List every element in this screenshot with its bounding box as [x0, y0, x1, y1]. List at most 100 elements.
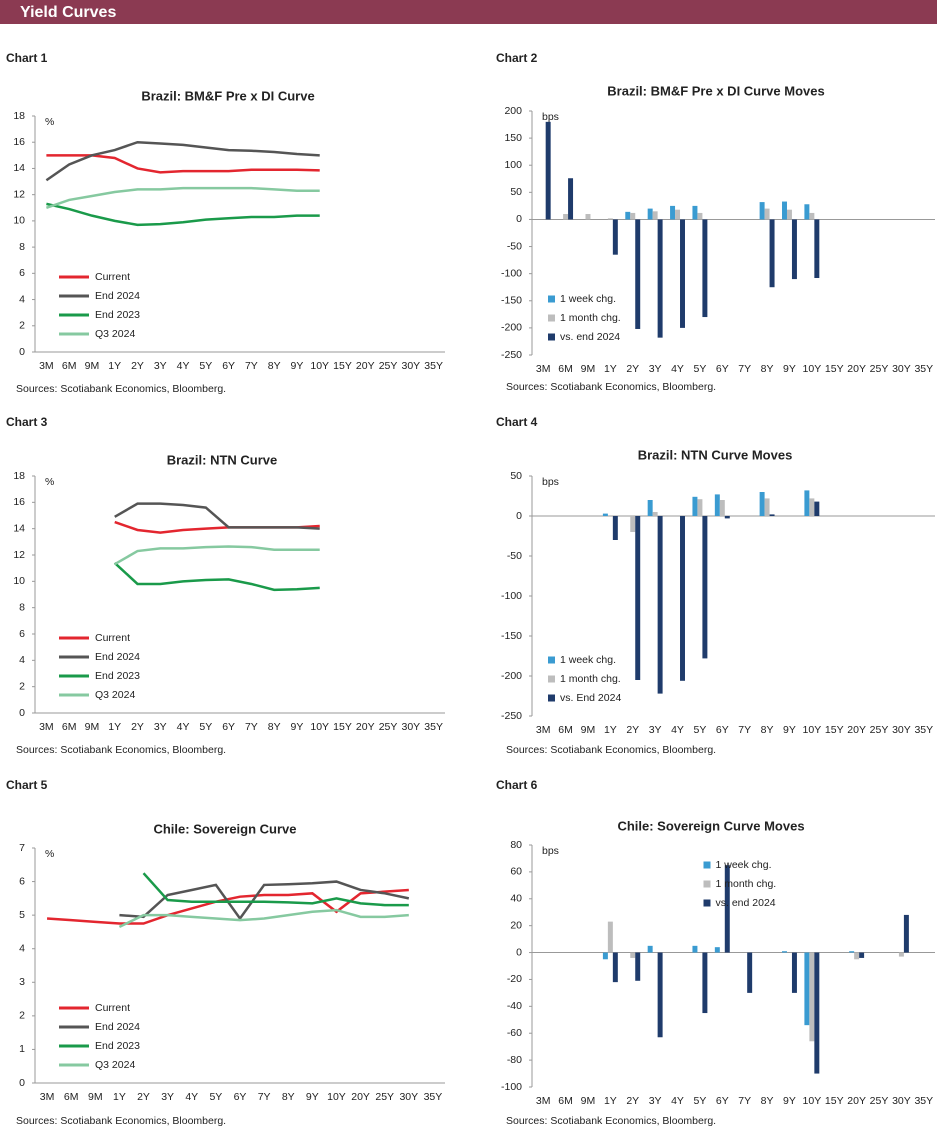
y-tick-label: -200	[501, 322, 522, 334]
x-tick-label: 1Y	[604, 1095, 617, 1107]
x-tick-label: 2Y	[131, 721, 144, 733]
legend-label: 1 week chg.	[716, 859, 772, 871]
line	[46, 888, 409, 925]
x-tick-label: 3Y	[649, 1095, 662, 1107]
line	[113, 561, 320, 592]
x-tick-label: 10Y	[310, 360, 329, 372]
line	[118, 908, 409, 929]
x-tick-label: 6Y	[222, 721, 235, 733]
x-tick-label: 6M	[62, 360, 77, 372]
y-tick-label: 12	[13, 188, 25, 200]
chart-label: Chart 5	[6, 778, 48, 792]
x-tick-label: 7Y	[738, 1095, 751, 1107]
y-tick-label: 14	[13, 522, 25, 534]
y-tick-label: 0	[19, 1077, 25, 1089]
y-tick-label: 7	[19, 842, 25, 854]
x-tick-label: 7Y	[258, 1091, 271, 1103]
y-tick-label: -100	[501, 590, 522, 602]
x-tick-label: 2Y	[137, 1091, 150, 1103]
bar	[814, 219, 820, 279]
bar	[804, 490, 810, 516]
bar	[759, 492, 765, 516]
bar	[714, 947, 720, 953]
x-tick-label: 7Y	[738, 724, 751, 736]
y-tick-label: 40	[510, 893, 522, 905]
y-tick-label: 100	[504, 159, 522, 171]
y-tick-label: -100	[501, 267, 522, 279]
x-tick-label: 25Y	[379, 360, 398, 372]
sources: Sources: Scotiabank Economics, Bloomberg…	[16, 1115, 226, 1127]
y-tick-label: 6	[19, 875, 25, 887]
bar	[697, 212, 703, 220]
bar	[680, 219, 685, 328]
y-tick-label: 4	[19, 942, 25, 954]
legend-label: Current	[95, 632, 130, 644]
x-tick-label: 8Y	[268, 360, 281, 372]
legend-label: Current	[95, 1002, 130, 1014]
bar	[702, 516, 708, 659]
x-tick-label: 9Y	[291, 721, 304, 733]
x-tick-label: 5Y	[693, 363, 706, 375]
bar	[702, 952, 708, 1014]
bar	[657, 952, 663, 1038]
x-tick-label: 8Y	[761, 363, 774, 375]
y-tick-label: -50	[507, 550, 522, 562]
x-tick-label: 3M	[39, 721, 54, 733]
bar	[769, 219, 775, 288]
y-tick-label: -250	[501, 710, 522, 722]
legend-label: End 2024	[95, 651, 140, 663]
bar	[635, 516, 641, 680]
legend-label: End 2023	[95, 309, 140, 321]
x-tick-label: 35Y	[424, 721, 443, 733]
bar	[724, 516, 730, 519]
legend-swatch	[548, 295, 555, 303]
x-tick-label: 6Y	[222, 360, 235, 372]
bar	[568, 178, 574, 220]
bar	[759, 202, 765, 220]
x-tick-label: 5Y	[693, 724, 706, 736]
chart-title: Brazil: BM&F Pre x DI Curve Moves	[607, 83, 824, 98]
x-tick-label: 15Y	[825, 363, 844, 375]
x-tick-label: 10Y	[327, 1091, 346, 1103]
bar	[903, 914, 909, 953]
x-tick-label: 15Y	[825, 1095, 844, 1107]
y-tick-label: 0	[516, 213, 522, 225]
sources: Sources: Scotiabank Economics, Bloomberg…	[16, 744, 226, 756]
chart-label: Chart 1	[6, 51, 48, 65]
legend-label: Q3 2024	[95, 328, 135, 340]
bar	[724, 865, 730, 953]
x-tick-label: 20Y	[847, 363, 866, 375]
bar	[657, 516, 663, 694]
line	[119, 880, 410, 921]
y-tick-label: 20	[510, 919, 522, 931]
bar	[809, 498, 815, 516]
legend-label: End 2023	[95, 670, 140, 682]
bar	[647, 208, 653, 220]
legend-label: Current	[95, 271, 130, 283]
x-tick-label: 25Y	[870, 1095, 889, 1107]
y-tick-label: 0	[516, 510, 522, 522]
x-tick-label: 9M	[85, 360, 100, 372]
bar	[702, 219, 708, 318]
y-tick-label: 12	[13, 549, 25, 561]
y-tick-label: -20	[507, 973, 522, 985]
legend-swatch	[548, 694, 555, 702]
x-tick-label: 3Y	[649, 363, 662, 375]
x-tick-label: 3M	[536, 363, 551, 375]
x-tick-label: 30Y	[892, 724, 911, 736]
y-tick-label: 16	[13, 136, 25, 148]
x-tick-label: 25Y	[870, 363, 889, 375]
x-tick-label: 25Y	[870, 724, 889, 736]
header-title: Yield Curves	[20, 4, 116, 21]
y-tick-label: -50	[507, 240, 522, 252]
y-tick-label: -40	[507, 1000, 522, 1012]
bar	[585, 214, 591, 220]
chart-label: Chart 4	[496, 415, 538, 429]
bar	[607, 921, 613, 953]
x-tick-label: 20Y	[356, 721, 375, 733]
bar	[804, 952, 810, 1026]
x-tick-label: 7Y	[245, 360, 258, 372]
y-tick-label: -250	[501, 349, 522, 361]
bar	[635, 952, 641, 981]
